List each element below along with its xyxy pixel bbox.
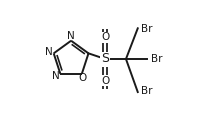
Text: N: N xyxy=(67,31,75,41)
Text: Br: Br xyxy=(151,54,162,64)
Text: Br: Br xyxy=(141,24,153,34)
Text: O: O xyxy=(78,73,87,83)
Text: O: O xyxy=(101,32,109,42)
Text: N: N xyxy=(45,47,53,57)
Text: N: N xyxy=(52,71,59,81)
Text: O: O xyxy=(101,76,109,86)
Text: Br: Br xyxy=(141,86,153,96)
Text: S: S xyxy=(101,53,109,65)
